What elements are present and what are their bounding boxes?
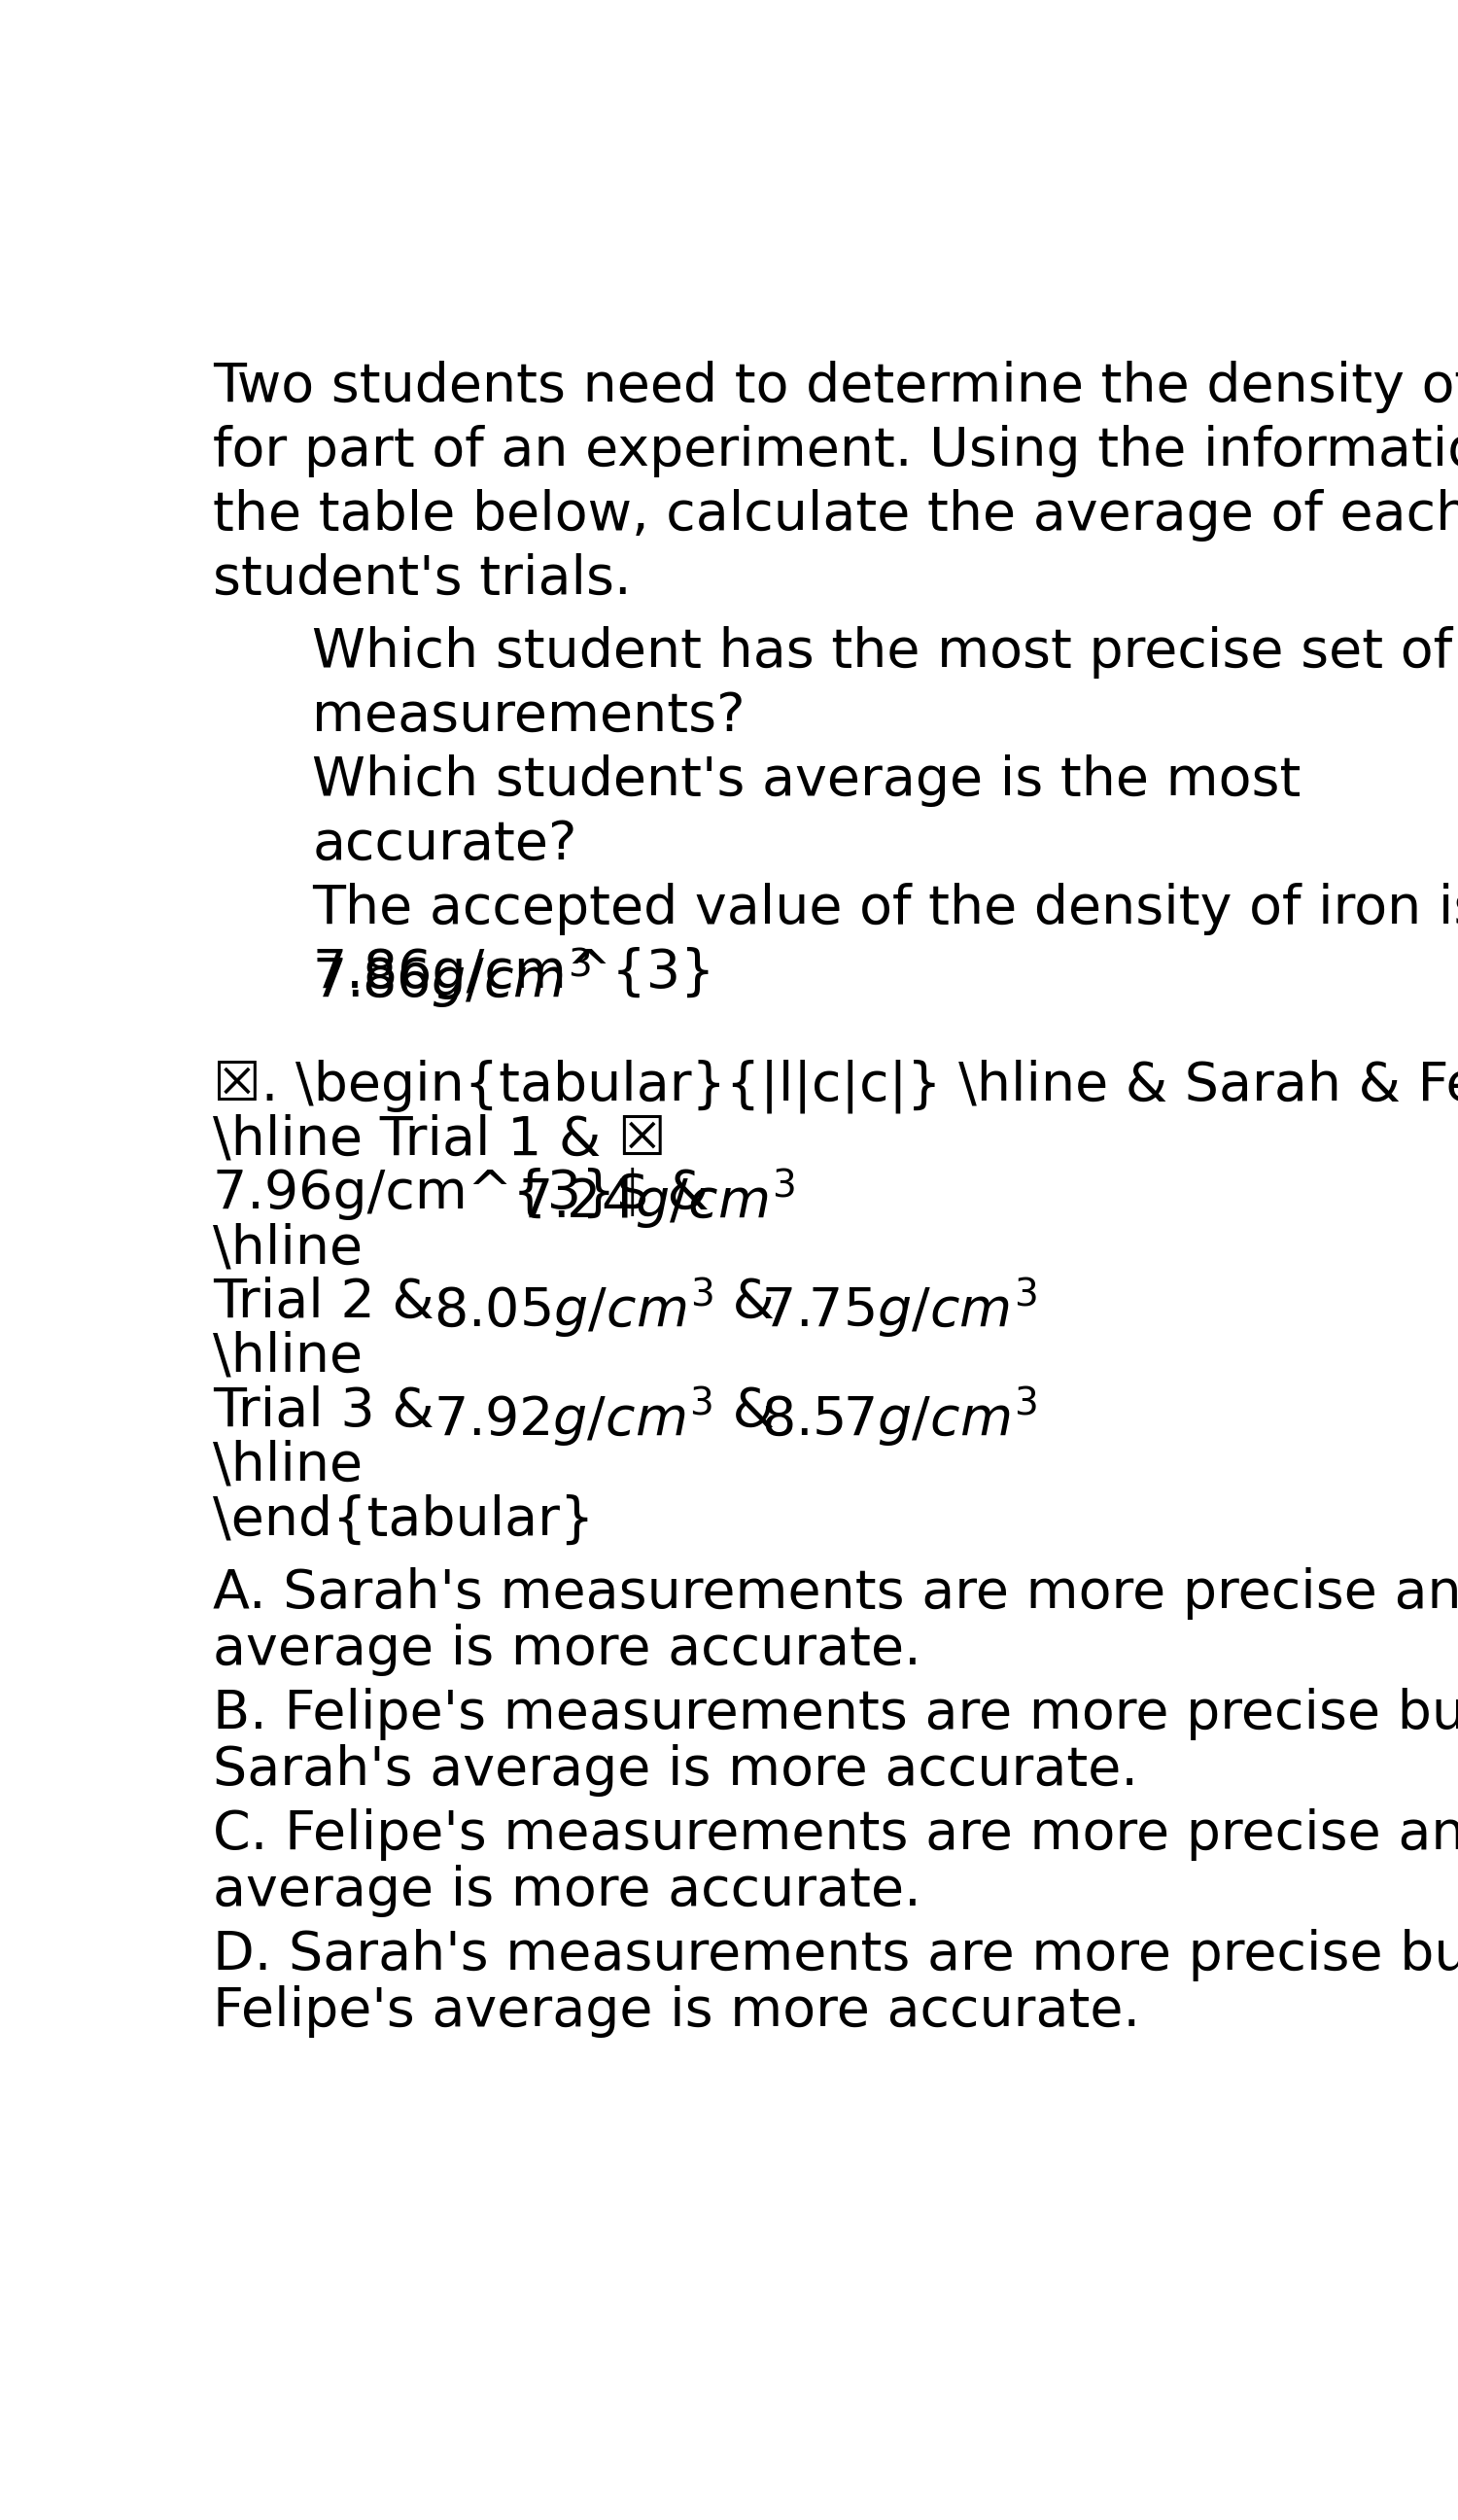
Text: Which student has the most precise set of: Which student has the most precise set o… [312,627,1452,678]
Text: The accepted value of the density of iron is: The accepted value of the density of iro… [312,882,1458,935]
Text: the table below, calculate the average of each: the table below, calculate the average o… [213,489,1458,542]
Text: Sarah's average is more accurate.: Sarah's average is more accurate. [213,1744,1139,1797]
Text: measurements?: measurements? [312,690,745,743]
Text: &: & [716,1386,792,1436]
Text: \hline: \hline [213,1222,363,1275]
Text: \end{tabular}: \end{tabular} [213,1494,593,1547]
Text: Two students need to determine the density of iron: Two students need to determine the densi… [213,360,1458,413]
Text: \hline Trial 1 & ☒: \hline Trial 1 & ☒ [213,1114,666,1167]
Text: average is more accurate.: average is more accurate. [213,1865,921,1918]
Text: Which student's average is the most: Which student's average is the most [312,753,1301,806]
Text: $8.57g/cm^3$: $8.57g/cm^3$ [761,1386,1037,1449]
Text: $7.24g/cm^3$: $7.24g/cm^3$ [518,1167,795,1232]
Text: $7.86g/cm^{3}$: $7.86g/cm^{3}$ [312,948,590,1011]
Text: $7.75g/cm^3$: $7.75g/cm^3$ [761,1278,1037,1341]
Text: Trial 3 &: Trial 3 & [213,1386,451,1436]
Text: $8.05g/cm^3$: $8.05g/cm^3$ [433,1278,713,1341]
Text: Trial 2 &: Trial 2 & [213,1278,451,1328]
Text: average is more accurate.: average is more accurate. [213,1623,921,1676]
Text: 7.96g/cm^{3}$ &: 7.96g/cm^{3}$ & [213,1167,726,1220]
Text: Felipe's average is more accurate.: Felipe's average is more accurate. [213,1986,1140,2039]
Text: \hline: \hline [213,1439,363,1492]
Text: ☒. \begin{tabular}{|l|c|c|} \hline & Sarah & Felipe \\: ☒. \begin{tabular}{|l|c|c|} \hline & Sar… [213,1058,1458,1114]
Text: accurate?: accurate? [312,819,577,872]
Text: &: & [716,1278,792,1328]
Text: student's trials.: student's trials. [213,552,631,605]
Text: A. Sarah's measurements are more precise and her: A. Sarah's measurements are more precise… [213,1567,1458,1620]
Text: B. Felipe's measurements are more precise but: B. Felipe's measurements are more precis… [213,1688,1458,1741]
Text: for part of an experiment. Using the information in: for part of an experiment. Using the inf… [213,426,1458,476]
Text: $7.92g/cm^3$: $7.92g/cm^3$ [433,1386,713,1449]
Text: C. Felipe's measurements are more precise and his: C. Felipe's measurements are more precis… [213,1809,1458,1860]
Text: D. Sarah's measurements are more precise but: D. Sarah's measurements are more precise… [213,1928,1458,1981]
Text: 7.86g/cm^{3}: 7.86g/cm^{3} [312,948,714,998]
Text: \hline: \hline [213,1331,363,1383]
